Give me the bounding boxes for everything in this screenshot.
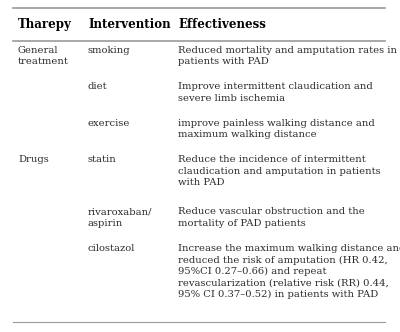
Text: Reduce the incidence of intermittent
claudication and amputation in patients
wit: Reduce the incidence of intermittent cla… [178, 155, 381, 187]
Text: Reduced mortality and amputation rates in
patients with PAD: Reduced mortality and amputation rates i… [178, 45, 397, 66]
Text: Reduce vascular obstruction and the
mortality of PAD patients: Reduce vascular obstruction and the mort… [178, 208, 365, 228]
Text: Effectiveness: Effectiveness [178, 18, 266, 31]
Text: rivaroxaban/
aspirin: rivaroxaban/ aspirin [88, 208, 152, 228]
Text: cilostazol: cilostazol [88, 244, 135, 253]
Text: Improve intermittent claudication and
severe limb ischemia: Improve intermittent claudication and se… [178, 82, 373, 103]
Text: smoking: smoking [88, 45, 131, 55]
Text: Intervention: Intervention [88, 18, 171, 31]
Text: Increase the maximum walking distance and
reduced the risk of amputation (HR 0.4: Increase the maximum walking distance an… [178, 244, 400, 299]
Text: diet: diet [88, 82, 108, 91]
Text: exercise: exercise [88, 119, 130, 128]
Text: Drugs: Drugs [18, 155, 49, 164]
Text: General
treatment: General treatment [18, 45, 69, 66]
Text: improve painless walking distance and
maximum walking distance: improve painless walking distance and ma… [178, 119, 375, 139]
Text: Tharepy: Tharepy [18, 18, 72, 31]
Text: statin: statin [88, 155, 117, 164]
